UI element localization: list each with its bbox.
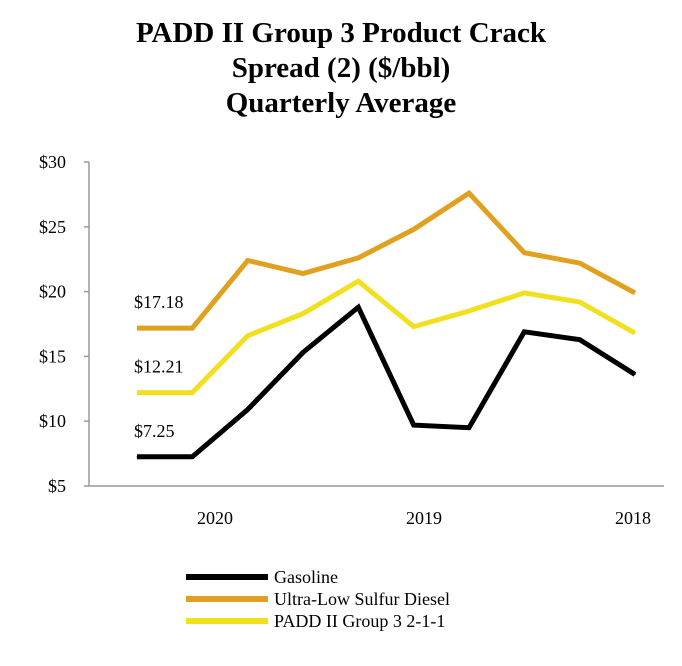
x-tick-label: 2020: [197, 508, 233, 528]
y-tick-label: $15: [39, 346, 66, 366]
data-point-padd: [191, 392, 193, 394]
legend-item-diesel: Ultra-Low Sulfur Diesel: [186, 588, 450, 610]
legend-label-diesel: Ultra-Low Sulfur Diesel: [274, 589, 450, 609]
data-point-gasoline: [634, 374, 636, 376]
chart-title-line-3: Quarterly Average: [225, 87, 457, 119]
data-point-padd: [413, 326, 415, 328]
chart-labels: $17.18 $12.21 $7.25: [134, 292, 184, 441]
data-point-diesel: [136, 327, 138, 329]
data-point-gasoline: [579, 339, 581, 341]
data-label-diesel: $17.18: [134, 292, 184, 312]
data-point-diesel: [579, 262, 581, 264]
chart-title-line-2: Spread (2) ($/bbl): [231, 52, 451, 84]
data-point-gasoline: [523, 331, 525, 333]
data-point-padd: [579, 301, 581, 303]
data-point-gasoline: [247, 409, 249, 411]
data-point-padd: [468, 310, 470, 312]
legend-label-gasoline: Gasoline: [274, 567, 338, 587]
y-tick-label: $25: [39, 217, 66, 237]
data-label-padd: $12.21: [134, 357, 184, 377]
chart-series: [136, 189, 637, 460]
legend-swatch-diesel: [186, 596, 268, 602]
data-point-diesel: [191, 327, 193, 329]
chart-axes: $5 $10 $15 $20 $25 $30 2020 2019 2018: [39, 152, 664, 528]
y-tick-label: $20: [39, 282, 66, 302]
legend-swatch-padd: [186, 618, 268, 624]
x-tick-label: 2019: [406, 508, 442, 528]
data-point-diesel: [523, 252, 525, 254]
chart-title-line-1: PADD II Group 3 Product Crack: [135, 17, 547, 49]
data-point-diesel: [634, 292, 636, 294]
legend-label-padd: PADD II Group 3 2-1-1: [274, 611, 446, 631]
data-point-diesel: [302, 272, 304, 274]
chart-title: PADD II Group 3 Product Crack Spread (2)…: [0, 16, 682, 121]
data-point-padd: [523, 292, 525, 294]
y-tick-label: $5: [48, 476, 66, 496]
data-label-gasoline: $7.25: [134, 421, 175, 441]
data-point-diesel: [247, 259, 249, 261]
data-point-padd: [634, 332, 636, 334]
data-point-padd: [302, 313, 304, 315]
data-point-gasoline: [413, 424, 415, 426]
data-point-diesel: [413, 228, 415, 230]
data-point-padd: [357, 280, 359, 282]
data-point-diesel: [468, 192, 470, 194]
data-point-diesel: [357, 257, 359, 259]
data-point-gasoline: [136, 456, 138, 458]
data-point-gasoline: [302, 352, 304, 354]
series-line-gasoline: [137, 303, 637, 460]
legend-item-padd: PADD II Group 3 2-1-1: [186, 610, 450, 632]
y-tick-label: $30: [39, 152, 66, 172]
data-point-padd: [136, 392, 138, 394]
chart-legend: Gasoline Ultra-Low Sulfur Diesel PADD II…: [186, 566, 450, 632]
legend-swatch-gasoline: [186, 574, 268, 580]
series-line-diesel: [137, 189, 637, 331]
x-tick-label: 2018: [615, 508, 651, 528]
series-line-padd: [137, 278, 637, 396]
data-point-padd: [247, 335, 249, 337]
data-point-gasoline: [357, 306, 359, 308]
data-point-gasoline: [468, 427, 470, 429]
legend-item-gasoline: Gasoline: [186, 566, 450, 588]
y-tick-label: $10: [39, 411, 66, 431]
data-point-gasoline: [191, 456, 193, 458]
